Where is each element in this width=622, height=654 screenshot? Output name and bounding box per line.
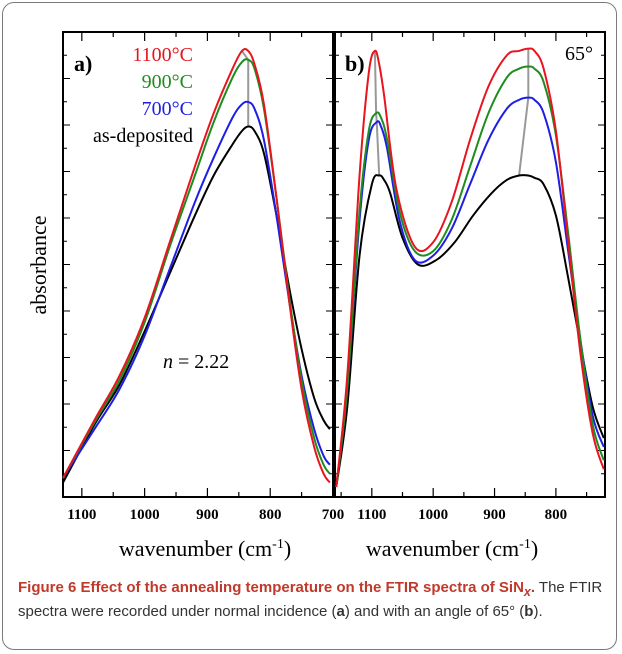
- x-tick-label-700: 700: [322, 507, 345, 523]
- peak-marker-line: [518, 48, 530, 176]
- panel-b-peak-markers: [373, 48, 530, 176]
- panel-b-x-axis-title-sup: -1: [519, 537, 531, 552]
- legend-700c: 700°C: [142, 98, 193, 120]
- angle-annotation: 65°: [565, 43, 593, 65]
- panel-b: 1100 1000 900 800 b) 65° wavenumber (cm-1): [334, 31, 606, 561]
- panel-b-tick-labels: 1100 1000 900 800: [357, 507, 567, 523]
- caption-bold-a: a: [336, 603, 345, 620]
- panel-a-peak-markers: [241, 50, 250, 127]
- panel-b-tick-marks: [335, 32, 605, 497]
- curve-as-deposited: [335, 174, 605, 488]
- caption-title-end: .: [530, 579, 536, 596]
- caption-title: Figure 6 Effect of the annealing tempera…: [18, 579, 536, 599]
- peak-marker-line: [241, 50, 250, 127]
- x-tick-label-900: 900: [196, 507, 219, 523]
- panel-a: 1100 1000 900 800 700 a) 1100°C 900°C 700°C …: [26, 31, 344, 561]
- panel-b-x-axis-title-close: ): [531, 536, 538, 561]
- caption-title-subscript: x: [523, 585, 531, 599]
- panel-a-tick-marks: [63, 32, 333, 497]
- curve-as-deposited: [62, 125, 331, 484]
- x-tick-label-800: 800: [545, 507, 568, 523]
- x-tick-label-1100: 1100: [357, 507, 386, 523]
- refractive-index-value: = 2.22: [173, 351, 229, 373]
- curve-700-c: [335, 96, 605, 488]
- caption-body-1: The FTIR spectra were recorded under nor…: [18, 579, 603, 620]
- legend-1100c: 1100°C: [132, 44, 193, 66]
- x-tick-label-1000: 1000: [130, 507, 160, 523]
- legend-900c: 900°C: [142, 71, 193, 93]
- panel-a-x-axis-title: wavenumber (cm-1): [119, 536, 291, 561]
- figure-frame: [2, 2, 617, 650]
- figure-caption: Figure 6 Effect of the annealing tempera…: [18, 578, 608, 622]
- panel-a-plot-area: [62, 31, 334, 498]
- curve-900-c: [62, 58, 331, 479]
- peak-marker-line: [373, 50, 381, 176]
- legend: 1100°C 900°C 700°C as-deposited: [93, 44, 193, 147]
- refractive-index-annotation: n = 2.22: [163, 351, 229, 373]
- panel-a-x-axis-title-sup: -1: [272, 537, 284, 552]
- caption-body-2: ) and with an angle of 65° (: [344, 603, 525, 620]
- panel-a-curves: [62, 47, 331, 484]
- caption-bold-b: b: [524, 603, 534, 620]
- caption-title-text: Figure 6 Effect of the annealing tempera…: [18, 579, 524, 596]
- panel-a-label: a): [74, 51, 92, 76]
- x-tick-label-1000: 1000: [418, 507, 448, 523]
- curve-1100-c: [62, 47, 331, 484]
- x-tick-label-800: 800: [259, 507, 282, 523]
- caption-body-3: ).: [533, 603, 543, 620]
- panel-a-x-axis-title-close: ): [284, 536, 291, 561]
- curve-1100-c: [335, 47, 605, 488]
- x-tick-label-900: 900: [483, 507, 506, 523]
- y-axis-title: absorbance: [26, 216, 51, 315]
- panel-b-x-axis-title-text: wavenumber (cm: [366, 536, 519, 561]
- panel-b-curves: [335, 47, 605, 488]
- panel-b-x-axis-title: wavenumber (cm-1): [366, 536, 538, 561]
- legend-as-deposited: as-deposited: [93, 125, 193, 147]
- panel-b-label: b): [345, 51, 365, 76]
- panel-a-tick-labels: 1100 1000 900 800 700: [67, 507, 344, 523]
- panel-a-x-axis-title-text: wavenumber (cm: [119, 536, 272, 561]
- x-tick-label-1100: 1100: [67, 507, 96, 523]
- refractive-index-symbol: n: [163, 351, 173, 373]
